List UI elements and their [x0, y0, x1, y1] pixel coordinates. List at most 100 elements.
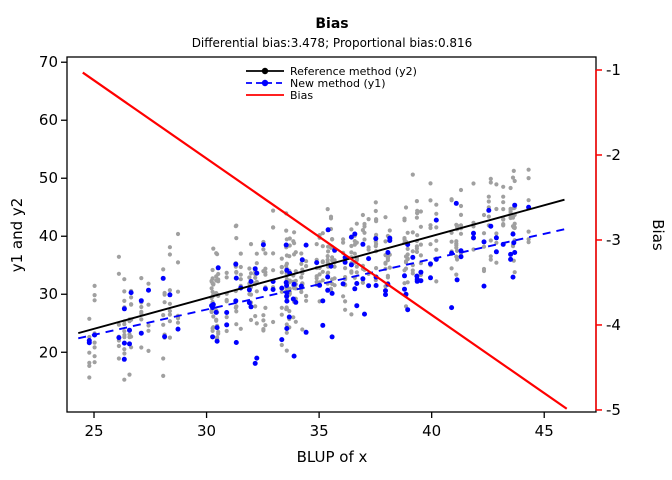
scatter-point	[167, 312, 172, 317]
scatter-point	[254, 355, 260, 361]
scatter-point	[254, 321, 259, 326]
scatter-point	[317, 282, 323, 288]
scatter-point	[224, 328, 229, 334]
scatter-point	[263, 251, 268, 256]
scatter-point	[352, 242, 357, 247]
scatter-point	[352, 251, 357, 256]
scatter-point	[92, 340, 97, 345]
scatter-point	[284, 228, 289, 233]
scatter-point	[234, 236, 239, 241]
scatter-point	[284, 322, 289, 327]
scatter-point	[341, 240, 346, 245]
scatter-point	[508, 256, 514, 262]
scatter-point	[501, 207, 506, 212]
scatter-point	[86, 340, 92, 346]
scatter-point	[510, 274, 516, 280]
scatter-point	[405, 230, 410, 235]
scatter-point	[383, 260, 388, 265]
scatter-point	[254, 270, 260, 276]
scatter-point	[146, 323, 151, 328]
scatter-point	[352, 239, 357, 244]
scatter-point	[494, 206, 499, 212]
scatter-point	[414, 215, 419, 220]
scatter-point	[284, 348, 289, 353]
scatter-point	[146, 348, 151, 353]
scatter-point	[455, 257, 460, 262]
legend-point-marker	[261, 67, 269, 75]
scatter-point	[458, 223, 464, 228]
scatter-point	[167, 252, 172, 257]
scatter-point	[238, 326, 243, 331]
scatter-point	[286, 314, 292, 320]
scatter-point	[116, 271, 121, 276]
scatter-point	[253, 304, 258, 309]
right-y-tick-label: -3	[606, 231, 621, 249]
scatter-point	[303, 242, 309, 248]
scatter-point	[501, 194, 506, 199]
scatter-point	[122, 329, 127, 334]
scatter-point	[405, 280, 410, 285]
scatter-point	[481, 283, 487, 289]
scatter-point	[262, 286, 268, 292]
scatter-point	[122, 289, 127, 294]
scatter-point	[433, 217, 439, 223]
scatter-point	[453, 200, 459, 206]
scatter-point	[320, 259, 325, 264]
scatter-point	[304, 298, 309, 303]
scatter-point	[211, 314, 216, 319]
scatter-point	[116, 356, 121, 361]
scatter-point	[234, 304, 239, 309]
scatter-point	[214, 278, 219, 283]
x-axis: 25 30 35 40 45	[84, 412, 554, 440]
scatter-point	[405, 246, 410, 251]
scatter-point	[328, 216, 334, 221]
scatter-point	[526, 176, 531, 181]
scatter-point	[403, 205, 409, 210]
scatter-point	[161, 267, 166, 272]
scatter-point	[279, 265, 284, 270]
scatter-point	[402, 281, 407, 286]
scatter-point	[167, 292, 173, 298]
scatter-point	[238, 264, 243, 270]
scatter-point	[139, 317, 144, 322]
scatter-point	[512, 250, 518, 255]
scatter-point	[261, 328, 266, 333]
scatter-point	[146, 281, 151, 286]
y-tick-label: 20	[39, 343, 58, 361]
scatter-point	[374, 241, 379, 247]
scatter-point	[414, 199, 419, 204]
scatter-point	[284, 305, 289, 310]
x-tick-label: 45	[535, 422, 554, 440]
scatter-point	[481, 239, 487, 245]
scatter-point	[92, 283, 97, 288]
scatter-point	[366, 245, 371, 250]
scatter-point	[224, 270, 229, 275]
scatter-point	[418, 253, 423, 258]
scatter-point	[284, 253, 289, 258]
scatter-point	[428, 198, 433, 203]
scatter-point	[167, 245, 172, 250]
scatter-point	[488, 238, 493, 243]
scatter-point	[508, 251, 514, 257]
scatter-point	[121, 306, 127, 312]
scatter-point	[348, 262, 354, 268]
scatter-point	[283, 242, 289, 248]
scatter-point	[292, 230, 297, 235]
scatter-point	[127, 372, 132, 377]
scatter-point	[354, 270, 359, 275]
scatter-point	[284, 293, 290, 299]
scatter-point	[320, 269, 325, 274]
scatter-point	[488, 257, 493, 262]
scatter-point	[488, 180, 493, 185]
y-tick-label: 60	[39, 111, 58, 129]
scatter-point	[488, 223, 494, 229]
scatter-point	[374, 266, 379, 271]
scatter-point	[122, 335, 127, 340]
scatter-point	[343, 299, 348, 304]
scatter-point	[261, 313, 266, 318]
scatter-point	[292, 252, 297, 257]
scatter-point	[410, 271, 415, 276]
scatter-point	[326, 244, 331, 249]
scatter-point	[238, 272, 243, 277]
scatter-point	[261, 318, 266, 323]
